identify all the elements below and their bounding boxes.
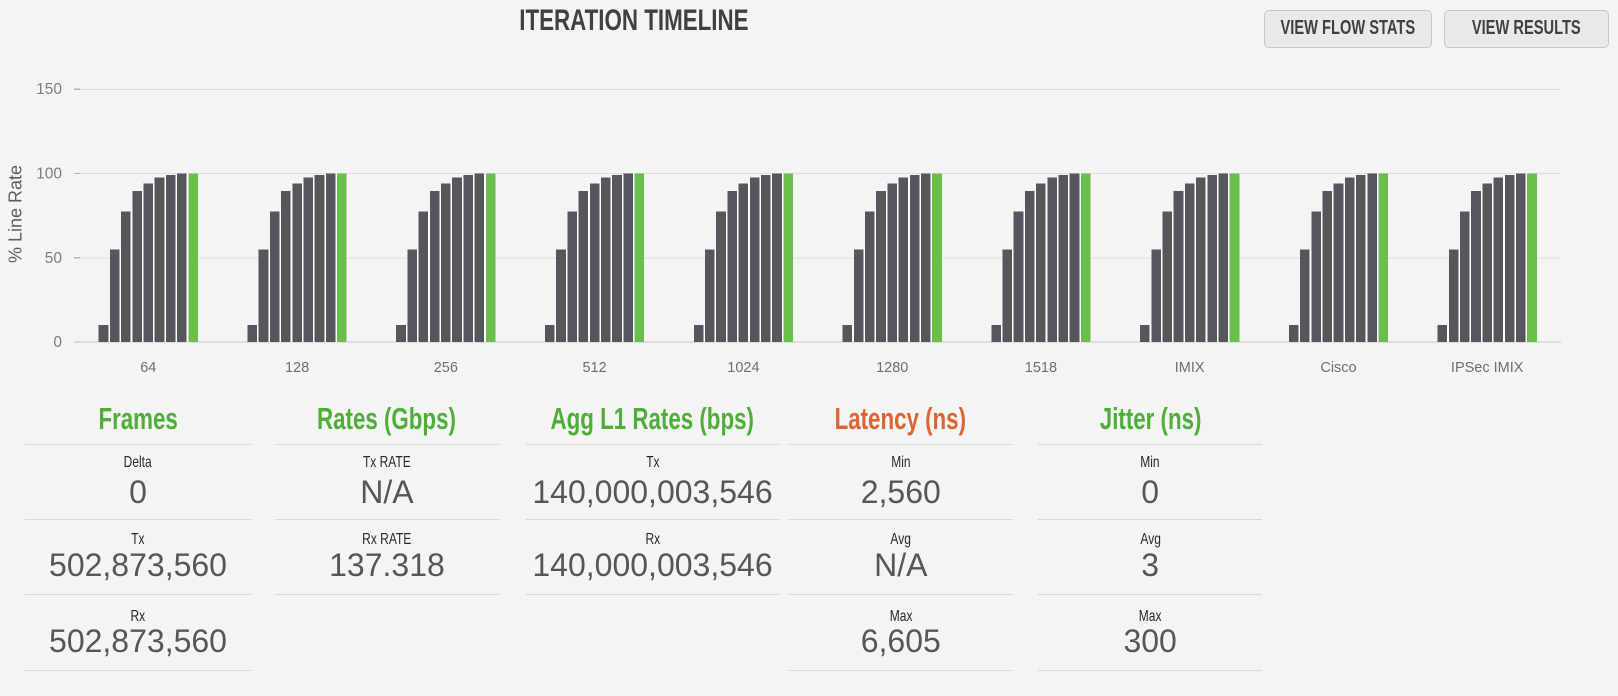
svg-text:50: 50 (45, 250, 63, 267)
svg-text:100: 100 (36, 166, 62, 183)
svg-text:512: 512 (582, 360, 606, 376)
svg-text:% Line Rate: % Line Rate (6, 165, 26, 263)
svg-text:150: 150 (36, 81, 62, 98)
svg-text:256: 256 (434, 360, 458, 376)
svg-text:128: 128 (285, 360, 309, 376)
svg-text:Cisco: Cisco (1320, 360, 1356, 376)
svg-text:64: 64 (140, 360, 156, 376)
svg-text:1280: 1280 (876, 360, 908, 376)
svg-text:0: 0 (53, 334, 62, 351)
svg-text:IMIX: IMIX (1175, 360, 1205, 376)
svg-text:1024: 1024 (727, 360, 759, 376)
svg-text:IPSec IMIX: IPSec IMIX (1451, 360, 1524, 376)
svg-text:1518: 1518 (1025, 360, 1057, 376)
